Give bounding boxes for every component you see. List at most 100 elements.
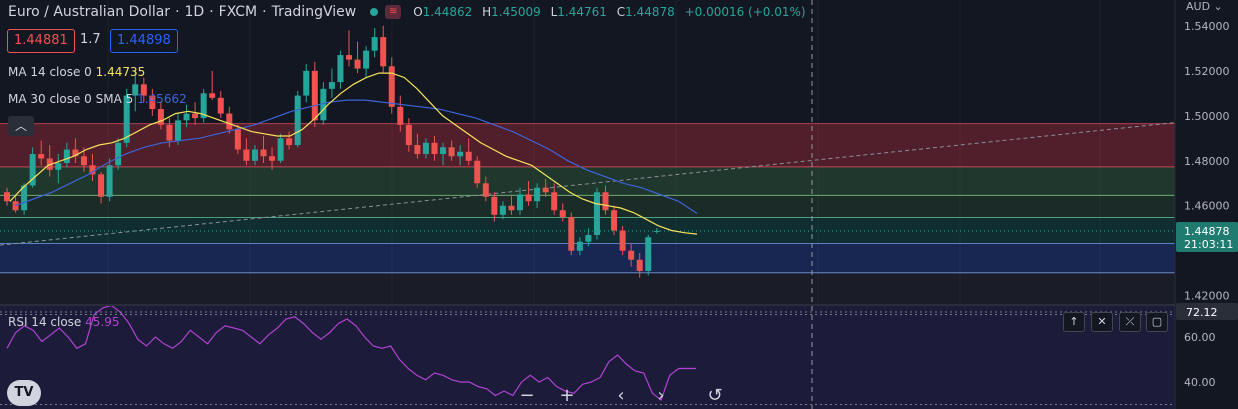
candle-body xyxy=(611,210,618,231)
candle-body xyxy=(559,210,566,217)
candle-body xyxy=(388,66,395,107)
candle-body xyxy=(508,205,515,211)
spread-value: 1.7 xyxy=(80,32,101,47)
zoom-in-button[interactable]: + xyxy=(559,385,575,406)
candle-body xyxy=(534,187,541,202)
trend-line xyxy=(0,122,1176,246)
fib-zone xyxy=(0,123,1175,167)
candle-body xyxy=(397,106,404,125)
last-price-badge xyxy=(1176,221,1238,252)
pane-close-button[interactable]: ✕ xyxy=(1091,312,1113,332)
candle-body xyxy=(405,124,412,146)
price-axis-background xyxy=(1175,0,1238,409)
price-tick-label: 1.50000 xyxy=(1184,110,1230,123)
candle-body xyxy=(286,138,293,146)
fib-zone xyxy=(0,243,1175,273)
separator-dot: · xyxy=(175,4,180,20)
ma30-legend[interactable]: MA 30 close 0 SMA 5 1.45662 xyxy=(8,92,187,106)
wave-icon[interactable]: ≋ xyxy=(385,5,402,19)
candle-body xyxy=(380,37,387,67)
candle-body xyxy=(431,142,438,155)
candle-body xyxy=(209,93,216,98)
rsi-badge-label: 72.12 xyxy=(1186,306,1218,319)
candle-body xyxy=(29,154,36,186)
candle-body xyxy=(619,230,626,251)
candle-body xyxy=(636,259,643,271)
candle-body xyxy=(243,149,250,161)
sell-button[interactable]: 1.44881 xyxy=(7,29,75,53)
candle-body xyxy=(320,88,327,121)
ma14-line xyxy=(9,72,698,235)
low-value: 1.44761 xyxy=(557,5,607,19)
open-value: 1.44862 xyxy=(422,5,473,19)
candle-body xyxy=(465,151,472,161)
collapse-legend-button[interactable]: ︿ xyxy=(8,116,34,136)
candle-body xyxy=(166,124,173,141)
pane-collapse-button[interactable]: ⤫ xyxy=(1119,312,1141,332)
interval[interactable]: 1D xyxy=(184,4,205,20)
candle-body xyxy=(593,192,600,235)
ma14-legend[interactable]: MA 14 close 0 1.44735 xyxy=(8,65,146,79)
candle-body xyxy=(303,70,310,96)
reset-chart-button[interactable]: ↺ xyxy=(707,385,723,406)
fib-zone xyxy=(0,166,1175,196)
candle-body xyxy=(482,183,489,197)
candle-body xyxy=(251,149,258,161)
candle-body xyxy=(175,120,181,141)
candle-body xyxy=(448,147,455,157)
candle-body xyxy=(363,50,370,69)
candle-body xyxy=(328,82,335,89)
zoom-out-button[interactable]: − xyxy=(519,385,535,406)
change-value: +0.00016 (+0.01%) xyxy=(684,5,806,19)
candle-body xyxy=(260,149,267,157)
buy-button[interactable]: 1.44898 xyxy=(110,29,178,53)
fib-zone xyxy=(0,195,1175,218)
candle-body xyxy=(499,205,506,215)
rsi-value-badge xyxy=(1176,303,1238,320)
candle-body xyxy=(21,185,28,211)
candle-body xyxy=(140,84,147,96)
tradingview-logo-icon[interactable]: TV xyxy=(7,380,41,406)
separator-dot: · xyxy=(262,4,267,20)
scroll-right-button[interactable]: › xyxy=(657,385,665,406)
candle-body xyxy=(80,156,87,166)
candle-body xyxy=(89,165,96,175)
rsi-line xyxy=(6,304,696,401)
candle-body xyxy=(123,95,130,143)
symbol-name[interactable]: Euro / Australian Dollar xyxy=(8,4,171,20)
ma30-value: 1.45662 xyxy=(137,92,187,106)
pane-move-up-button[interactable]: ↑ xyxy=(1063,312,1085,332)
candle-body xyxy=(72,149,79,157)
candle-body xyxy=(354,59,361,69)
candle-body xyxy=(269,156,276,161)
candle-body xyxy=(440,147,447,155)
chart-header: Euro / Australian Dollar · 1D · FXCM · T… xyxy=(8,2,812,22)
pane-maximize-button[interactable]: ▢ xyxy=(1146,312,1168,332)
close-value: 1.44878 xyxy=(625,5,675,19)
candle-body xyxy=(474,160,481,184)
rsi-tick-label: 40.00 xyxy=(1184,376,1216,389)
candle-body xyxy=(628,250,635,260)
scroll-left-button[interactable]: ‹ xyxy=(617,385,625,406)
candle-body xyxy=(217,97,224,114)
candle-body xyxy=(337,55,344,83)
candle-body xyxy=(653,230,660,232)
price-tick-label: 1.54000 xyxy=(1184,20,1230,33)
candle-body xyxy=(132,84,139,96)
candle-body xyxy=(183,113,190,121)
rsi-pane-background xyxy=(0,306,1175,409)
candle-body xyxy=(568,216,575,251)
candle-body xyxy=(457,151,464,157)
candle-body xyxy=(226,113,233,130)
candle-body xyxy=(55,163,62,170)
candle-body xyxy=(311,70,318,121)
candle-body xyxy=(38,154,45,159)
candle-body xyxy=(491,196,498,215)
candle-body xyxy=(63,149,70,164)
rsi-legend[interactable]: RSI 14 close 45.95 xyxy=(8,315,120,329)
candle-body xyxy=(149,95,156,110)
ohlc-values: O1.44862 H1.45009 L1.44761 C1.44878 +0.0… xyxy=(413,5,806,19)
platform-name: TradingView xyxy=(271,4,357,20)
candle-body xyxy=(414,145,421,155)
